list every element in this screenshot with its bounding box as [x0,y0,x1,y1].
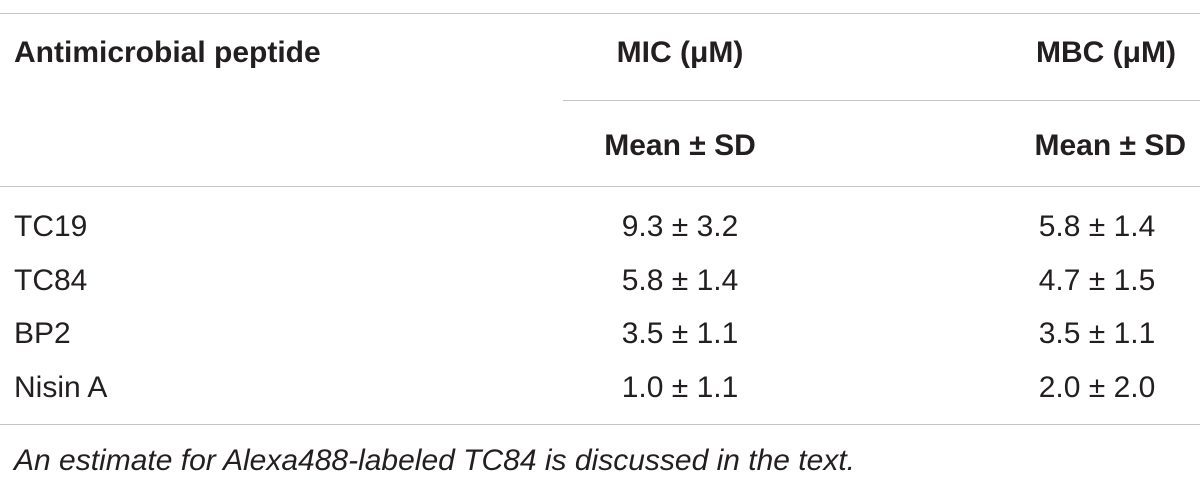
row-mic: 3.5 ± 1.1 [621,317,739,350]
row-mbc: 4.7 ± 1.5 [1038,264,1156,297]
header-mic: MIC (μM) [616,36,744,69]
row-peptide: BP2 [14,317,71,350]
row-peptide: TC19 [14,210,88,243]
header-mbc-sub: Mean ± SD [1034,129,1187,162]
row-mbc: 5.8 ± 1.4 [1038,210,1156,243]
table-bottom-rule [0,424,1200,425]
row-mic: 5.8 ± 1.4 [621,264,739,297]
row-mbc: 3.5 ± 1.1 [1038,317,1156,350]
header-mic-sub: Mean ± SD [604,129,756,162]
row-mbc: 2.0 ± 2.0 [1038,371,1156,404]
row-mic: 1.0 ± 1.1 [621,371,739,404]
row-mic: 9.3 ± 3.2 [621,210,739,243]
table-top-rule [0,13,1200,14]
header-peptide: Antimicrobial peptide [14,36,321,69]
header-mbc: MBC (μM) [1036,36,1176,69]
header-sub-rule [563,100,1200,101]
row-peptide: TC84 [14,264,88,297]
table-footnote: An estimate for Alexa488-labeled TC84 is… [14,444,855,477]
row-peptide: Nisin A [14,371,108,404]
header-bottom-rule [0,186,1200,187]
